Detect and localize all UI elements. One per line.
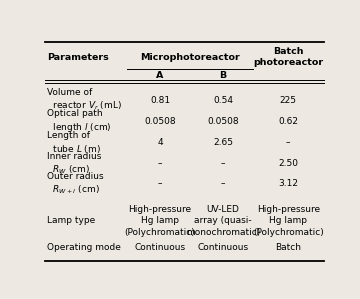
Text: 0.81: 0.81 [150, 96, 170, 105]
Text: B: B [220, 71, 226, 80]
Text: Operating mode: Operating mode [47, 243, 121, 252]
Text: 3.12: 3.12 [278, 179, 298, 188]
Text: Inner radius
  $R_W$ (cm): Inner radius $R_W$ (cm) [47, 152, 102, 176]
Text: Batch: Batch [275, 243, 301, 252]
Text: A: A [156, 71, 164, 80]
Text: –: – [158, 159, 162, 168]
Text: Batch
photoreactor: Batch photoreactor [253, 47, 323, 67]
Text: 2.50: 2.50 [278, 159, 298, 168]
Text: 0.62: 0.62 [278, 117, 298, 126]
Text: –: – [158, 179, 162, 188]
Text: Optical path
  length $l$ (cm): Optical path length $l$ (cm) [47, 109, 112, 134]
Text: High-pressure
Hg lamp
(Polychromatic): High-pressure Hg lamp (Polychromatic) [125, 205, 195, 237]
Text: 2.65: 2.65 [213, 138, 233, 147]
Text: UV-LED
array (quasi-
monochromatic): UV-LED array (quasi- monochromatic) [186, 205, 260, 237]
Text: Continuous: Continuous [197, 243, 248, 252]
Text: –: – [221, 179, 225, 188]
Text: Microphotoreactor: Microphotoreactor [140, 53, 240, 62]
Text: 225: 225 [280, 96, 297, 105]
Text: Parameters: Parameters [47, 53, 109, 62]
Text: Outer radius
  $R_{W+l}$ (cm): Outer radius $R_{W+l}$ (cm) [47, 172, 104, 196]
Text: Lamp type: Lamp type [47, 216, 95, 225]
Text: 0.0508: 0.0508 [144, 117, 176, 126]
Text: 4: 4 [157, 138, 163, 147]
Text: Length of
  tube $L$ (m): Length of tube $L$ (m) [47, 131, 101, 155]
Text: Volume of
  reactor $V_r$ (mL): Volume of reactor $V_r$ (mL) [47, 88, 122, 112]
Text: Continuous: Continuous [134, 243, 185, 252]
Text: 0.0508: 0.0508 [207, 117, 239, 126]
Text: High-pressure
Hg lamp
(Polychromatic): High-pressure Hg lamp (Polychromatic) [253, 205, 324, 237]
Text: –: – [221, 159, 225, 168]
Text: –: – [286, 138, 291, 147]
Text: 0.54: 0.54 [213, 96, 233, 105]
